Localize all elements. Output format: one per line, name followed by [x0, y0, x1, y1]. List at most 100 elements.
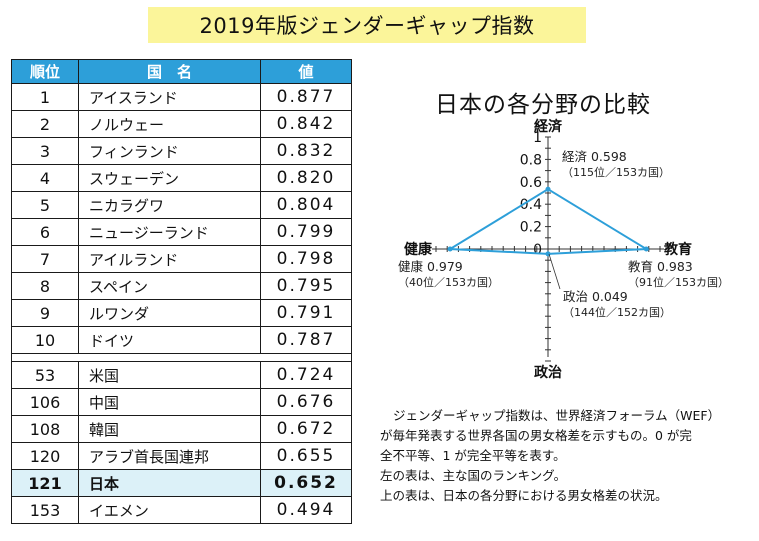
cell-rank: 6 [11, 218, 79, 246]
cell-country: スウェーデン [78, 164, 261, 192]
data-label: 教育 0.983 [628, 259, 693, 274]
cell-value: 0.655 [260, 442, 352, 470]
cell-country: フィンランド [78, 137, 261, 165]
data-sublabel: （40位／153カ国） [398, 275, 499, 289]
table-gap-row [11, 353, 352, 362]
cell-value: 0.798 [260, 245, 352, 273]
description-line-1: ジェンダーギャップ指数は、世界経済フォーラム（WEF） [393, 408, 721, 423]
table-row: 120 アラブ首長国連邦 0.655 [11, 442, 352, 470]
table-row: 3 フィンランド 0.832 [11, 137, 352, 165]
tick-label: 0.4 [520, 197, 542, 213]
data-sublabel: （115位／153カ国） [562, 165, 670, 179]
data-point-left [447, 246, 453, 252]
cell-rank: 7 [11, 245, 79, 273]
cell-country: 米国 [78, 361, 261, 389]
table-row: 106 中国 0.676 [11, 388, 352, 416]
table-row: 53 米国 0.724 [11, 361, 352, 389]
cell-country: 日本 [78, 469, 261, 497]
ranking-table-body: 1 アイスランド 0.877 2 ノルウェー 0.842 3 フィンランド 0.832 4 スウェー… [11, 83, 352, 524]
radar-ticks: 0 0.2 0.4 0.6 0.8 1 [435, 130, 661, 362]
table-header-row: 順位 国 名 値 [11, 59, 352, 84]
cell-country: ドイツ [78, 326, 261, 354]
table-gap-cell [11, 353, 352, 362]
table-row: 4 スウェーデン 0.820 [11, 164, 352, 192]
cell-country: イエメン [78, 496, 261, 524]
tick-label: 0.2 [520, 220, 542, 236]
radar-series [446, 186, 650, 257]
cell-value: 0.820 [260, 164, 352, 192]
cell-country: ノルウェー [78, 110, 261, 138]
cell-value: 0.652 [260, 469, 352, 497]
description-line-4: 左の表は、主な国のランキング。 [380, 468, 567, 483]
cell-country: ルワンダ [78, 299, 261, 327]
axis-name: 健康 [404, 241, 433, 258]
cell-value: 0.842 [260, 110, 352, 138]
axis-name: 経済 [534, 118, 563, 135]
cell-country: ニカラグワ [78, 191, 261, 219]
cell-country: 中国 [78, 388, 261, 416]
radar-axes [432, 137, 664, 357]
cell-country: アイルランド [78, 245, 261, 273]
ranking-table: 順位 国 名 値 1 アイスランド 0.877 2 ノルウェー 0.842 3 フィンランド 0… [11, 59, 352, 524]
cell-value: 0.724 [260, 361, 352, 389]
cell-rank: 1 [11, 83, 79, 111]
cell-rank: 5 [11, 191, 79, 219]
table-row: 10 ドイツ 0.787 [11, 326, 352, 354]
cell-country: スペイン [78, 272, 261, 300]
table-row: 9 ルワンダ 0.791 [11, 299, 352, 327]
cell-rank: 3 [11, 137, 79, 165]
cell-rank: 2 [11, 110, 79, 138]
table-row: 108 韓国 0.672 [11, 415, 352, 443]
cell-value: 0.804 [260, 191, 352, 219]
chart-title: 日本の各分野の比較 [435, 92, 651, 118]
description-line-5: 上の表は、日本の各分野における男女格差の状況。 [380, 488, 668, 503]
cell-rank: 9 [11, 299, 79, 327]
cell-country: 韓国 [78, 415, 261, 443]
table-row: 1 アイスランド 0.877 [11, 83, 352, 111]
page-title: 2019年版ジェンダーギャップ指数 [199, 14, 535, 38]
table-row: 153 イエメン 0.494 [11, 496, 352, 524]
cell-value: 0.795 [260, 272, 352, 300]
tick-label: 0 [533, 242, 542, 258]
description-line-3: 全不平等、1 が完全平等を表す。 [380, 448, 566, 463]
data-label: 政治 0.049 [563, 289, 628, 304]
cell-value: 0.672 [260, 415, 352, 443]
cell-value: 0.799 [260, 218, 352, 246]
cell-rank: 108 [11, 415, 79, 443]
cell-rank: 120 [11, 442, 79, 470]
cell-rank: 53 [11, 361, 79, 389]
data-point-right [643, 246, 649, 252]
cell-rank: 10 [11, 326, 79, 354]
axis-name: 教育 [664, 241, 692, 258]
politics-leader-line [548, 253, 561, 290]
data-label: 健康 0.979 [398, 259, 463, 274]
table-row: 121 日本 0.652 [11, 469, 352, 497]
cell-rank: 8 [11, 272, 79, 300]
cell-country: アイスランド [78, 83, 261, 111]
cell-value: 0.877 [260, 83, 352, 111]
header-value: 値 [260, 59, 352, 84]
cell-rank: 121 [11, 469, 79, 497]
table-row: 5 ニカラグワ 0.804 [11, 191, 352, 219]
tick-label: 0.6 [520, 175, 542, 191]
cell-country: アラブ首長国連邦 [78, 442, 261, 470]
table-row: 7 アイルランド 0.798 [11, 245, 352, 273]
cell-value: 0.787 [260, 326, 352, 354]
tick-label: 1 [533, 130, 542, 146]
data-sublabel: （91位／153カ国） [628, 275, 729, 289]
cell-country: ニュージーランド [78, 218, 261, 246]
cell-rank: 4 [11, 164, 79, 192]
cell-value: 0.832 [260, 137, 352, 165]
cell-value: 0.791 [260, 299, 352, 327]
table-row: 8 スペイン 0.795 [11, 272, 352, 300]
table-row: 2 ノルウェー 0.842 [11, 110, 352, 138]
cell-rank: 106 [11, 388, 79, 416]
tick-label: 0.8 [520, 152, 542, 168]
cell-value: 0.494 [260, 496, 352, 524]
page-title-banner: 2019年版ジェンダーギャップ指数 [148, 7, 586, 43]
description-line-2: が毎年発表する世界各国の男女格差を示すもの。0 が完 [380, 428, 692, 443]
axis-name: 政治 [534, 364, 562, 380]
data-point-up [545, 186, 551, 192]
